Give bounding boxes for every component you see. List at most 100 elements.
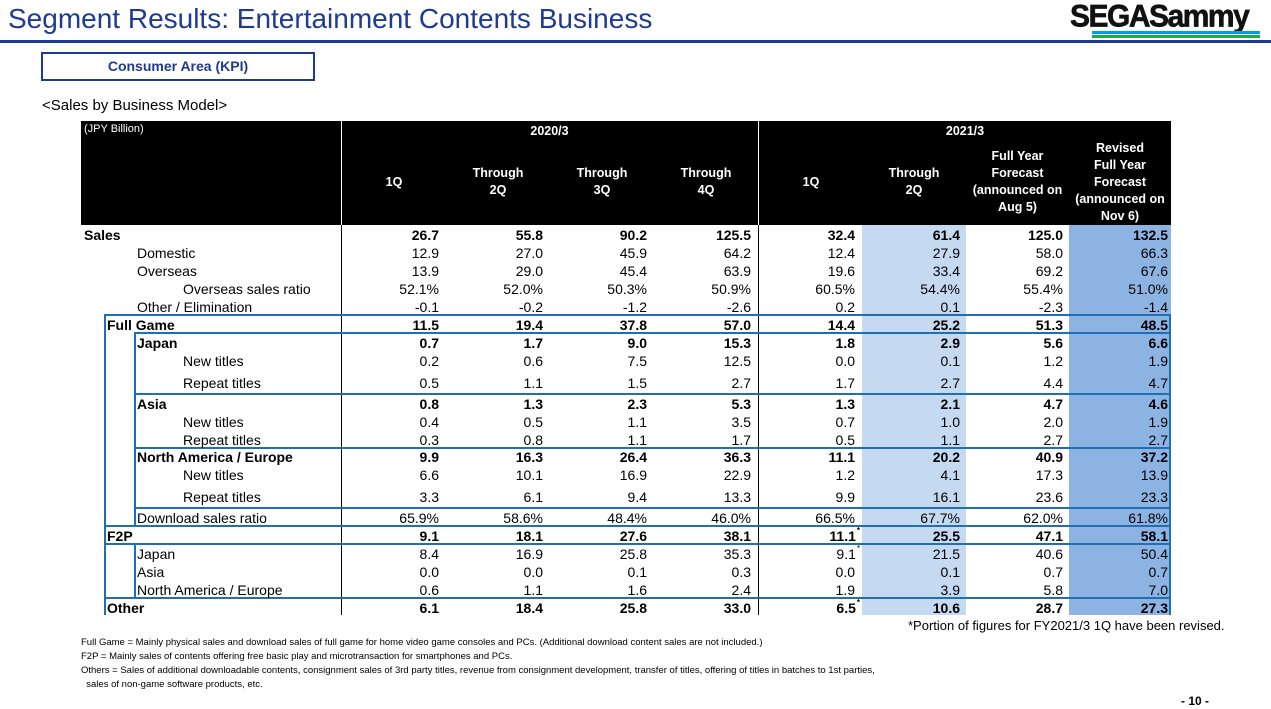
section-box: Consumer Area (KPI): [41, 52, 315, 81]
group-border-line: [134, 447, 1171, 449]
table-cell: 0.5: [523, 414, 543, 430]
table-row: New titles 0.2 0.6 7.5 12.5 0.0 0.1 1.2 1.9: [81, 352, 1171, 370]
table-cell: 12.4: [827, 245, 855, 261]
row-label: Repeat titles: [183, 489, 261, 505]
group-border-top: [104, 314, 1171, 316]
table-cell: 4.1: [940, 467, 960, 483]
row-label: New titles: [183, 414, 244, 430]
table-cell: 8.4: [419, 546, 439, 562]
row-label: North America / Europe: [137, 449, 293, 465]
table-cell: 2.3: [627, 396, 647, 412]
table-cell: 22.9: [723, 467, 751, 483]
revision-asterisk: *: [856, 526, 860, 535]
table-cell: 4.7: [1148, 375, 1168, 391]
table-cell: 66.3: [1140, 245, 1168, 261]
table-cell: 26.4: [619, 449, 647, 465]
table-cell: 1.2: [1043, 353, 1063, 369]
table-cell: 67.7%: [920, 510, 960, 526]
table-cell: 66.5%: [815, 510, 855, 526]
table-cell: 0.1: [627, 564, 647, 580]
table-cell: 1.8: [835, 335, 855, 351]
group-border-line: [104, 597, 1171, 599]
table-cell: 62.0%: [1023, 510, 1063, 526]
row-label: Japan: [137, 546, 176, 562]
table-cell: 1.3: [835, 396, 855, 412]
table-cell: 2.7: [940, 375, 960, 391]
table-cell: 48.4%: [607, 510, 647, 526]
table-cell: 55.8: [515, 227, 543, 243]
table-row: North America / Europe 9.9 16.3 26.4 36.3 11.…: [81, 448, 1171, 466]
table-cell: 6.1: [419, 600, 439, 616]
logo-stripe-green: [1092, 35, 1260, 38]
table-cell: 0.0: [835, 353, 855, 369]
col-header-l1: Revised: [1096, 141, 1144, 155]
col-header-l2: 2Q: [905, 183, 923, 197]
table-cell: 0.0: [835, 564, 855, 580]
col-header-l4: (announced on: [1075, 192, 1165, 206]
table-cell: 7.0: [1148, 582, 1168, 598]
table-cell: 11.1*: [829, 526, 860, 545]
table-cell: 1.0: [940, 414, 960, 430]
table-cell: 47.1: [1035, 528, 1063, 544]
row-label: Asia: [137, 396, 167, 412]
footnote: Others = Sales of additional downloadabl…: [81, 665, 875, 676]
table-cell: -1.4: [1143, 299, 1168, 315]
table-cell: 35.3: [723, 546, 751, 562]
group-border-left: [104, 314, 106, 615]
table-cell: 45.9: [619, 245, 647, 261]
table-cell: 0.7: [419, 335, 439, 351]
table-cell: 0.8: [419, 396, 439, 412]
col-header-l4: Aug 5): [998, 200, 1037, 214]
footnote: sales of non-game software products, etc…: [81, 679, 263, 690]
table-cell: 2.0: [1043, 414, 1063, 430]
table-cell: 60.5%: [815, 281, 855, 297]
table-cell: 12.5: [723, 353, 751, 369]
header-divider: [758, 121, 759, 225]
revision-asterisk: *: [856, 598, 860, 607]
page-number: - 10 -: [1181, 694, 1210, 708]
table-cell: 27.9: [932, 245, 960, 261]
table-cell: 0.7: [1043, 564, 1063, 580]
row-label: Overseas sales ratio: [183, 281, 311, 297]
table-cell: 23.3: [1140, 489, 1168, 505]
row-label: Overseas: [137, 263, 197, 279]
table-row: Japan 8.4 16.9 25.8 35.3 9.1* 21.5 40.6 50.4: [81, 545, 1171, 563]
table-cell: 16.3: [515, 449, 543, 465]
table-header: (JPY Billion) 2020/3 2021/3 1Q Through 2…: [81, 121, 1171, 225]
table-cell: 1.9: [835, 582, 855, 598]
divider-2020: [341, 225, 342, 615]
col-header-l2: Full Year: [1094, 158, 1146, 172]
col-header-l1: Through: [680, 166, 732, 180]
table-cell: 0.3: [419, 432, 439, 448]
table-cell: 0.3: [731, 564, 751, 580]
table-cell: 27.0: [515, 245, 543, 261]
table-cell: 40.6: [1035, 546, 1063, 562]
row-label: North America / Europe: [137, 582, 283, 598]
table-cell: 33.0: [723, 600, 751, 616]
table-cell: 7.5: [627, 353, 647, 369]
row-label: Other: [107, 600, 145, 616]
table-row: Repeat titles 3.3 6.1 9.4 13.3 9.9 16.1 23.6 23.…: [81, 488, 1171, 506]
col-header-l1: Through: [472, 166, 524, 180]
table-cell: 27.6: [619, 528, 647, 544]
table-cell: 2.1: [940, 396, 960, 412]
table-cell: 33.4: [932, 263, 960, 279]
table-cell: 4.4: [1043, 375, 1063, 391]
table-cell: 2.7: [1148, 432, 1168, 448]
table-row: Repeat titles 0.5 1.1 1.5 2.7 1.7 2.7 4.4 4.7: [81, 374, 1171, 392]
row-label: New titles: [183, 467, 244, 483]
table-cell: 0.6: [419, 582, 439, 598]
table-cell: 61.4: [932, 227, 960, 243]
table-cell: 18.1: [515, 528, 543, 544]
table-cell: 0.1: [940, 353, 960, 369]
sega-sammy-logo: SEGASammy: [1070, 0, 1266, 40]
row-label: Asia: [137, 564, 165, 580]
table-row: Repeat titles 0.3 0.8 1.1 1.7 0.5 1.1 2.7 2.7: [81, 431, 1171, 449]
table-cell: 37.8: [619, 317, 647, 333]
table-cell: 0.8: [523, 432, 543, 448]
table-cell: 9.9: [835, 489, 855, 505]
group-border-line: [134, 507, 1171, 509]
table-cell: 18.4: [515, 600, 543, 616]
table-cell: 2.9: [940, 335, 960, 351]
col-header-l2: 2Q: [489, 183, 507, 197]
